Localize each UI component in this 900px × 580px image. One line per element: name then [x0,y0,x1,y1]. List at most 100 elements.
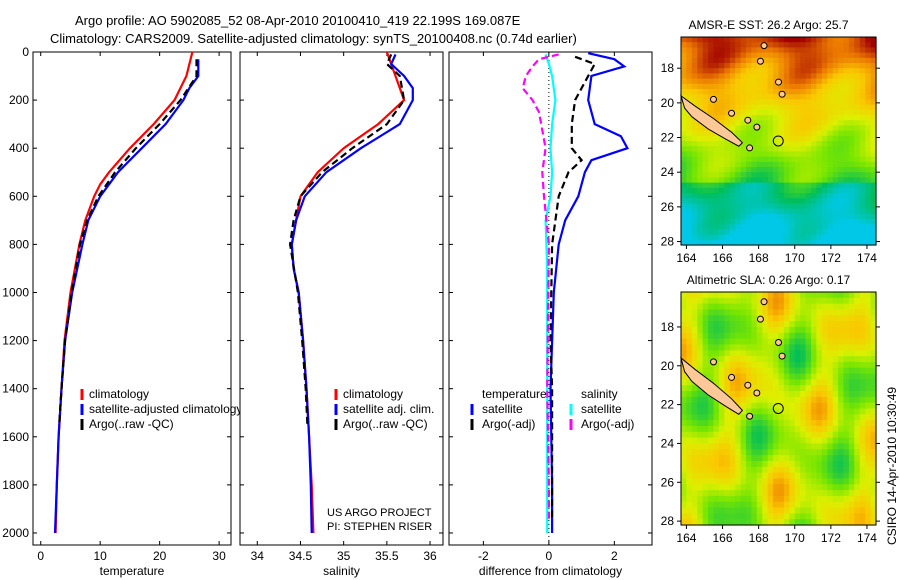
map-cell [691,172,698,178]
map-cell [865,125,872,132]
map-cell [843,460,850,468]
map-cell [805,449,812,456]
map-cell [724,68,731,74]
legend-label: satellite [482,402,523,416]
map-cell [718,321,725,328]
map-cell [729,63,736,69]
map-cell [697,73,704,80]
map-cell [718,408,725,415]
map-cell [870,177,877,184]
map-cell [729,125,736,132]
map-cell [751,115,758,121]
map-cell [870,332,877,340]
map-cell [746,501,752,509]
map-cell [789,94,796,100]
map-cell [751,484,758,491]
map-cell [762,198,769,204]
map-cell [827,309,834,316]
map-cell [681,396,687,404]
map-cell [724,292,731,299]
map-cell [811,130,817,137]
map-cell [800,177,807,184]
map-cell [718,120,725,126]
map-cell [821,68,828,74]
map-cell [681,68,687,74]
map-cell [827,455,834,462]
map-cell [838,332,845,340]
map-cell [821,57,828,64]
map-cell [756,182,763,189]
map-cell [746,167,752,173]
map-cell [762,172,769,178]
map-cell [865,239,872,246]
map-cell [778,151,785,158]
map-cell [816,490,823,497]
map-cell [691,478,698,485]
map-cell [832,203,839,210]
map-cell [746,356,752,363]
map-cell [756,460,763,468]
map-cell [762,315,769,322]
map-cell [821,187,828,194]
map-cell [751,99,758,106]
map-cell [751,177,758,184]
map-cell [827,99,834,106]
map-cell [843,379,850,386]
map-cell [827,519,834,526]
map-cell [794,437,801,444]
map-cell [789,373,796,380]
map-cell [702,367,709,375]
map-cell [870,141,877,147]
map-cell [832,495,839,503]
map-cell [767,484,774,491]
map-cell [681,507,687,514]
map-cell [800,321,807,328]
map-cell [816,391,823,398]
map-cell [697,52,704,59]
map-cell [794,426,801,433]
map-cell [740,367,747,375]
map-cell [800,455,807,462]
map-cell [740,198,747,204]
map-cell [718,203,725,210]
map-cell [848,172,855,178]
map-cell [740,146,747,152]
map-cell [794,208,801,215]
map-cell [746,89,752,95]
map-cell [718,78,725,85]
map-cell [756,431,763,439]
map-cell [697,332,704,340]
map-cell [718,420,725,427]
map-cell [708,507,715,514]
map-cell [821,198,828,204]
map-cell [740,219,747,225]
map-cell [740,292,747,299]
map-cell [686,402,693,410]
map-cell [762,484,769,491]
map-cell [838,120,845,126]
map-cell [751,156,758,163]
map-cell [740,344,747,351]
map-cell [729,513,736,520]
x-tick-label: -2 [478,549,489,563]
map-cell [783,182,790,189]
map-cell [805,303,812,310]
map-cell [773,292,780,299]
map-cell [859,379,866,386]
map-cell [686,57,693,64]
map-cell [767,385,774,392]
map-cell [691,396,698,404]
map-cell [783,198,790,204]
map-cell [848,309,855,316]
map-cell [729,234,736,241]
map-cell [767,156,774,163]
map-cell [870,396,877,404]
map-cell [848,292,855,299]
map-cell [735,172,742,178]
map-cell [827,187,834,194]
map-cell [702,495,709,503]
map-cell [800,208,807,215]
map-cell [859,449,866,456]
map-cell [783,460,790,468]
map-cell [740,52,747,59]
